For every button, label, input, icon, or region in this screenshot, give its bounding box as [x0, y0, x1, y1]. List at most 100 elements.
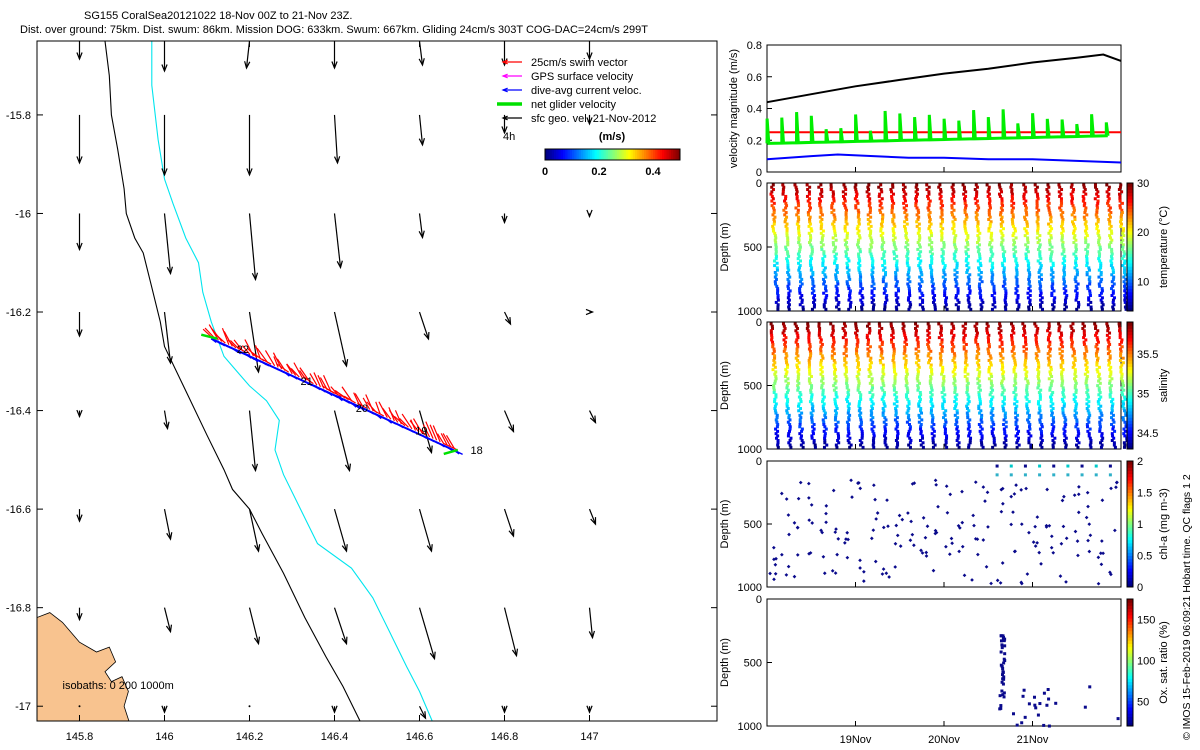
salinity-sample: [1100, 413, 1104, 417]
temperature-sample: [879, 211, 883, 215]
temperature-sample: [1047, 185, 1051, 189]
salinity-sample: [940, 390, 944, 394]
temperature-sample: [914, 194, 918, 198]
temperature-sample: [1097, 282, 1101, 286]
temperature-sample: [945, 307, 949, 311]
salinity-sample: [990, 429, 994, 433]
salinity-sample: [1086, 370, 1090, 374]
temperature-sample: [854, 190, 858, 194]
oxygen-sample: [1003, 652, 1007, 656]
salinity-sample: [785, 411, 789, 415]
salinity-sample: [1029, 434, 1033, 438]
temperature-sample: [942, 268, 946, 272]
temperature-sample: [1026, 291, 1030, 295]
temperature-sample: [1037, 270, 1041, 274]
temperature-sample: [976, 224, 980, 228]
temperature-sample: [881, 277, 885, 281]
temperature-sample: [977, 268, 981, 272]
salinity-sample: [987, 342, 991, 346]
temperature-sample: [954, 303, 958, 307]
salinity-sample: [1035, 345, 1039, 349]
temperature-sample: [908, 280, 912, 284]
temperature-sample: [944, 296, 948, 300]
salinity-sample: [929, 395, 933, 399]
salinity-sample: [794, 324, 798, 328]
salinity-sample: [980, 443, 984, 447]
geo-velocity-arrow-shaft: [163, 213, 172, 274]
temperature-sample: [918, 236, 922, 240]
salinity-sample: [980, 436, 984, 440]
temperature-sample: [1076, 282, 1080, 286]
salinity-sample: [955, 393, 959, 397]
salinity-sample: [769, 331, 773, 335]
geo-velocity-arrow: [585, 308, 595, 316]
salinity-sample: [811, 425, 815, 429]
chla-sample: [1094, 464, 1098, 468]
chla-sample: [787, 532, 791, 537]
temperature-colorbar-tick-label: 20: [1137, 227, 1149, 239]
chla-sample: [833, 530, 838, 535]
temperature-sample: [1082, 215, 1086, 219]
temperature-sample: [907, 287, 911, 291]
map-y-tick-label: -16: [15, 208, 31, 220]
salinity-sample: [817, 322, 821, 326]
salinity-sample: [844, 361, 848, 365]
salinity-sample: [942, 397, 946, 401]
temperature-sample: [952, 229, 956, 233]
temperature-sample: [880, 224, 884, 228]
geo-velocity-arrow-shaft: [248, 311, 260, 373]
salinity-sample: [833, 381, 837, 385]
salinity-sample: [930, 413, 934, 417]
temperature-sample: [1025, 213, 1029, 217]
salinity-sample: [833, 377, 837, 381]
salinity-sample: [917, 413, 921, 417]
temperature-sample: [925, 183, 929, 187]
temperature-sample: [811, 277, 815, 281]
salinity-sample: [979, 418, 983, 422]
temperature-sample: [1096, 217, 1100, 221]
salinity-sample: [1063, 429, 1067, 433]
temperature-sample: [1062, 257, 1066, 261]
temperature-sample: [869, 236, 873, 240]
salinity-sample: [1029, 443, 1033, 447]
temperature-sample: [786, 236, 790, 240]
temperature-sample: [1074, 284, 1078, 288]
chla-sample: [1047, 523, 1052, 528]
salinity-colorbar-segment: [1127, 426, 1133, 431]
salinity-sample: [855, 349, 859, 353]
temperature-sample: [882, 254, 886, 258]
temperature-sample: [890, 190, 894, 194]
salinity-sample: [1074, 411, 1078, 415]
temperature-sample: [976, 220, 980, 224]
salinity-sample: [810, 418, 814, 422]
temperature-sample: [920, 291, 924, 295]
temperature-sample: [1039, 305, 1043, 309]
temperature-sample: [853, 197, 857, 201]
temperature-sample: [797, 231, 801, 235]
salinity-sample: [810, 436, 814, 440]
temperature-sample: [892, 222, 896, 226]
temperature-sample: [989, 234, 993, 238]
temperature-sample: [844, 217, 848, 221]
salinity-sample: [1100, 434, 1104, 438]
temperature-sample: [870, 291, 874, 295]
temperature-sample: [1098, 247, 1102, 251]
salinity-sample: [1002, 395, 1006, 399]
salinity-sample: [858, 413, 862, 417]
salinity-sample: [859, 416, 863, 420]
salinity-sample: [1002, 370, 1006, 374]
chla-sample: [909, 519, 913, 524]
salinity-sample: [895, 416, 899, 420]
salinity-sample: [941, 402, 945, 406]
salinity-sample: [1011, 354, 1015, 358]
temperature-sample: [781, 190, 785, 194]
salinity-sample: [1026, 409, 1030, 413]
salinity-sample: [784, 345, 788, 349]
temperature-sample: [781, 192, 785, 196]
salinity-sample: [1111, 413, 1115, 417]
salinity-sample: [1024, 395, 1028, 399]
temperature-y-axis-label: Depth (m): [719, 223, 731, 272]
geo-velocity-arrow-head: [418, 230, 425, 240]
temperature-sample: [1038, 280, 1042, 284]
temperature-sample: [991, 252, 995, 256]
